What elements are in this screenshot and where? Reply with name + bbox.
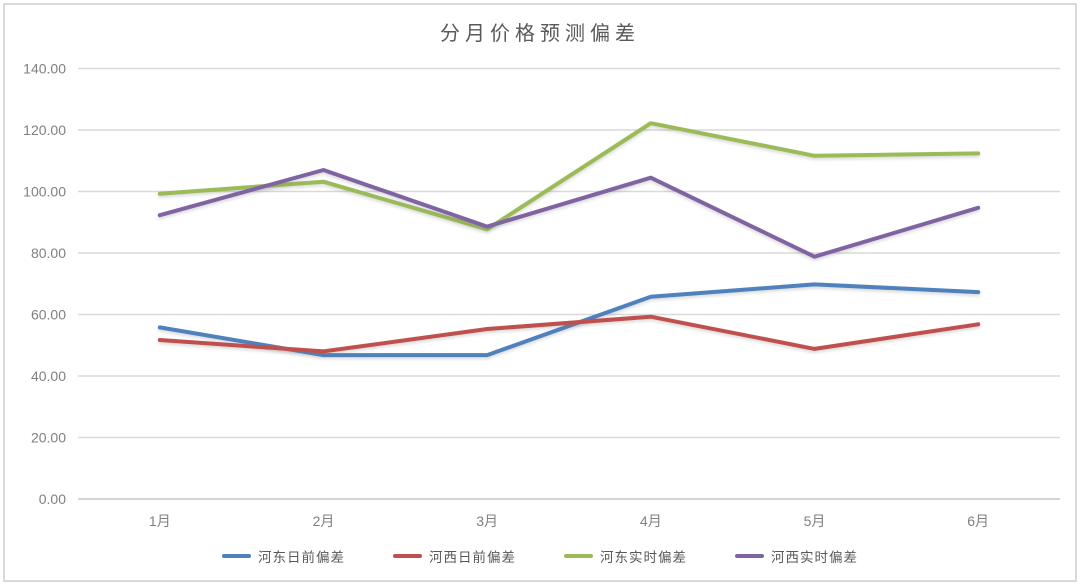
legend-item: 河西日前偏差 bbox=[393, 546, 516, 566]
series-line bbox=[157, 168, 981, 259]
x-tick-label: 1月 bbox=[149, 513, 171, 529]
y-tick-label: 140.00 bbox=[23, 61, 66, 77]
y-tick-label: 120.00 bbox=[23, 122, 66, 138]
series-line bbox=[157, 121, 981, 232]
x-tick-label: 6月 bbox=[967, 513, 989, 529]
y-tick-label: 100.00 bbox=[23, 184, 66, 200]
y-tick-label: 60.00 bbox=[31, 307, 66, 323]
legend-line-sample-icon bbox=[222, 554, 251, 558]
legend-item: 河东实时偏差 bbox=[564, 546, 687, 566]
legend-item-label: 河东日前偏差 bbox=[258, 550, 345, 565]
chart-title: 分月价格预测偏差 bbox=[440, 23, 640, 45]
legend-line-sample-icon bbox=[735, 554, 764, 558]
legend-item-label: 河西实时偏差 bbox=[771, 550, 858, 565]
x-tick-label: 2月 bbox=[313, 513, 335, 529]
legend-line-sample-icon bbox=[393, 554, 422, 558]
y-tick-label: 40.00 bbox=[31, 368, 66, 384]
x-tick-label: 3月 bbox=[476, 513, 498, 529]
chart-frame-border bbox=[3, 3, 1077, 582]
y-tick-label: 0.00 bbox=[39, 491, 66, 507]
legend-item: 河东日前偏差 bbox=[222, 546, 345, 566]
legend: 河东日前偏差 河西日前偏差 河东实时偏差 河西实时偏差 bbox=[0, 546, 1080, 566]
legend-line-sample-icon bbox=[564, 554, 593, 558]
y-tick-label: 20.00 bbox=[31, 430, 66, 446]
y-tick-label: 80.00 bbox=[31, 245, 66, 261]
legend-item: 河西实时偏差 bbox=[735, 546, 858, 566]
legend-item-label: 河东实时偏差 bbox=[600, 550, 687, 565]
series-line bbox=[157, 314, 981, 354]
legend-item-label: 河西日前偏差 bbox=[429, 550, 516, 565]
x-tick-label: 5月 bbox=[804, 513, 826, 529]
x-tick-label: 4月 bbox=[640, 513, 662, 529]
